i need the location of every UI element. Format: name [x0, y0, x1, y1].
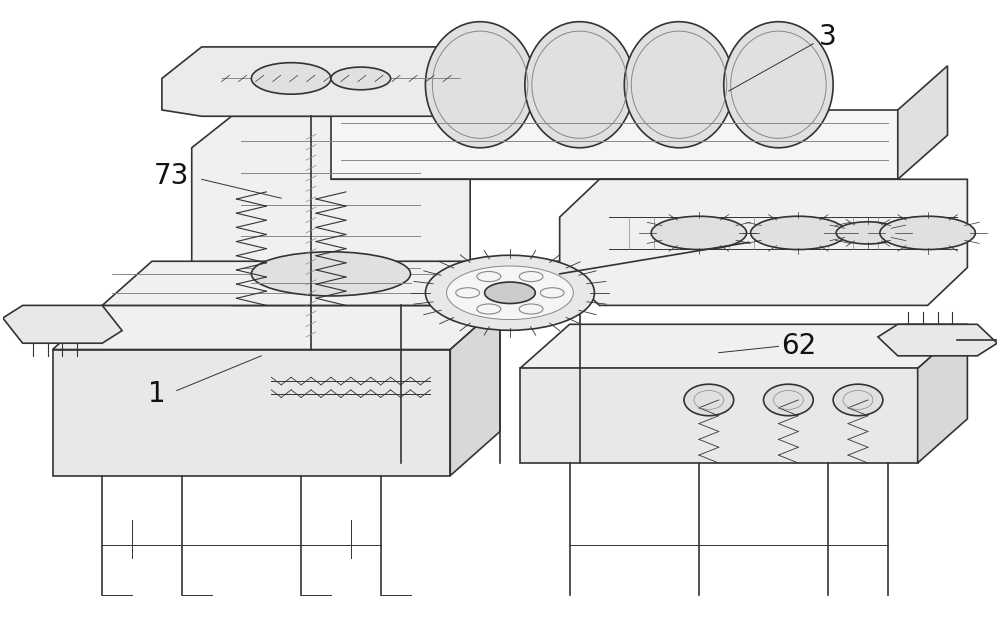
Ellipse shape	[836, 222, 900, 244]
Polygon shape	[102, 261, 599, 305]
Polygon shape	[898, 66, 948, 179]
Ellipse shape	[684, 384, 734, 416]
Text: 62: 62	[781, 333, 816, 361]
Ellipse shape	[624, 22, 734, 148]
Polygon shape	[520, 368, 918, 463]
Polygon shape	[878, 324, 997, 356]
Ellipse shape	[833, 384, 883, 416]
Ellipse shape	[525, 22, 634, 148]
Ellipse shape	[425, 22, 535, 148]
Polygon shape	[162, 47, 500, 116]
Polygon shape	[560, 179, 967, 305]
Ellipse shape	[447, 266, 573, 319]
Ellipse shape	[724, 22, 833, 148]
Text: 3: 3	[819, 24, 837, 52]
Polygon shape	[520, 324, 967, 368]
Ellipse shape	[651, 216, 747, 249]
Ellipse shape	[485, 282, 535, 303]
Ellipse shape	[880, 216, 975, 249]
Polygon shape	[331, 110, 898, 179]
Polygon shape	[53, 305, 500, 350]
Text: 1: 1	[148, 380, 166, 408]
Polygon shape	[450, 305, 500, 476]
Polygon shape	[918, 324, 967, 463]
Polygon shape	[331, 129, 948, 179]
Ellipse shape	[331, 67, 391, 90]
Ellipse shape	[251, 63, 331, 94]
Polygon shape	[53, 350, 450, 476]
Polygon shape	[192, 116, 470, 305]
Polygon shape	[3, 305, 122, 343]
Text: 73: 73	[154, 162, 190, 190]
Ellipse shape	[751, 216, 846, 249]
Ellipse shape	[764, 384, 813, 416]
Ellipse shape	[425, 255, 594, 330]
Ellipse shape	[251, 252, 411, 296]
